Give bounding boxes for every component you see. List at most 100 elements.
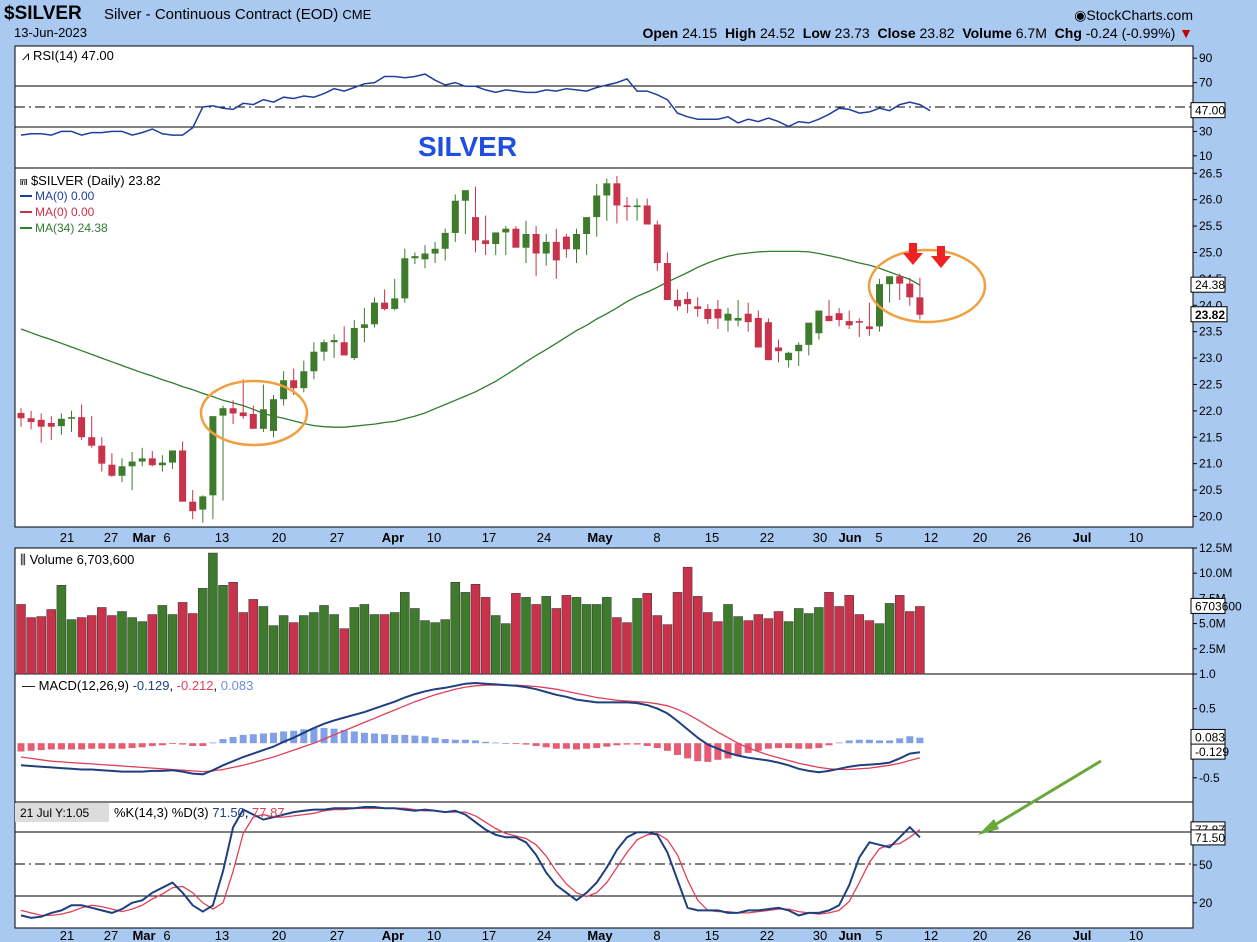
candle-body bbox=[724, 313, 732, 321]
candle bbox=[744, 302, 752, 332]
high-label: High bbox=[724, 25, 757, 41]
volume-bar bbox=[46, 609, 57, 675]
candle-body bbox=[17, 412, 25, 419]
macd-histogram-bar bbox=[855, 739, 863, 744]
x-tick-label: Jun bbox=[838, 530, 861, 545]
candle-body bbox=[88, 437, 96, 446]
candle bbox=[259, 384, 267, 432]
macd-histogram-bar bbox=[795, 743, 803, 749]
macd-histogram-bar bbox=[330, 728, 338, 744]
volume-bar bbox=[571, 597, 582, 675]
candle bbox=[573, 228, 580, 264]
volume-bar bbox=[864, 620, 875, 675]
macd-histogram-bar bbox=[451, 739, 459, 744]
macd-histogram-bar bbox=[270, 732, 277, 744]
candle bbox=[169, 450, 176, 469]
y-tick-label: 23.5 bbox=[1199, 325, 1223, 339]
macd-title: — MACD(12,26,9) -0.129, -0.212, 0.083 bbox=[22, 678, 253, 693]
candle bbox=[37, 413, 45, 443]
macd-histogram-bar bbox=[472, 740, 479, 744]
macd-histogram-bar bbox=[37, 743, 45, 751]
y-tick-label: 0.5 bbox=[1199, 702, 1216, 716]
macd-histogram-bar bbox=[199, 743, 207, 746]
candle-body bbox=[613, 183, 621, 206]
macd-histogram-bar bbox=[57, 743, 65, 750]
stoch-k-line bbox=[20, 806, 921, 919]
close-value: 23.82 bbox=[919, 25, 955, 41]
macd-histogram-bar bbox=[381, 734, 389, 744]
candle-body bbox=[381, 302, 389, 309]
macd-histogram-bar bbox=[310, 727, 318, 744]
legend-label: MA(0) 0.00 bbox=[35, 189, 95, 203]
candle-body bbox=[522, 233, 530, 248]
volume-bar bbox=[117, 611, 127, 675]
candle bbox=[27, 410, 35, 430]
candle-body bbox=[694, 306, 702, 309]
x-tick-label: 10 bbox=[427, 928, 441, 942]
candle bbox=[663, 252, 671, 300]
volume-bar bbox=[107, 615, 117, 675]
y-tick-label: 30 bbox=[1199, 124, 1213, 138]
candle bbox=[300, 360, 308, 393]
macd-histogram-bar bbox=[441, 739, 449, 744]
x-tick-label: 12 bbox=[924, 928, 938, 942]
candle bbox=[441, 228, 449, 261]
volume-bar bbox=[157, 605, 168, 675]
volume-bar bbox=[844, 595, 854, 675]
candle-body bbox=[482, 240, 490, 245]
candle bbox=[906, 277, 914, 306]
value-box-label: 6703600 bbox=[1195, 599, 1242, 613]
x-tick-label: 17 bbox=[482, 928, 496, 942]
macd-histogram-bar bbox=[340, 730, 348, 744]
candle-body bbox=[754, 317, 762, 348]
x-tick-label: 17 bbox=[482, 530, 496, 545]
volume-bar bbox=[894, 595, 905, 675]
value-box-label: 0.083 bbox=[1195, 730, 1225, 744]
candle bbox=[855, 318, 863, 337]
volume-bar bbox=[127, 617, 137, 675]
macd-histogram-bar bbox=[663, 743, 671, 751]
candle-body bbox=[623, 205, 631, 208]
candle-body bbox=[330, 340, 338, 343]
candle-body bbox=[906, 283, 914, 298]
volume-bar bbox=[299, 615, 309, 675]
candle-body bbox=[310, 351, 318, 372]
volume-bar bbox=[288, 622, 299, 675]
price-panel bbox=[14, 167, 1194, 528]
candle-body bbox=[764, 322, 772, 361]
macd-histogram-bar bbox=[704, 743, 712, 762]
candle bbox=[825, 299, 833, 322]
candle-body bbox=[502, 228, 510, 233]
candle bbox=[845, 310, 853, 330]
macd-histogram-bar bbox=[391, 734, 399, 744]
candle bbox=[320, 339, 328, 361]
y-tick-label: -0.5 bbox=[1199, 771, 1220, 785]
candle-body bbox=[855, 321, 863, 323]
candle-body bbox=[886, 276, 894, 285]
macd-histogram-bar bbox=[916, 737, 924, 744]
red-arrow-icon bbox=[903, 243, 923, 265]
candle-body bbox=[492, 232, 500, 245]
x-axis-labels: 21 27 Mar 6 13 20 27 Apr 10 17 24 May 8 15 22 30 Jun 5 12 2… bbox=[60, 530, 1143, 942]
volume-bar bbox=[400, 592, 410, 675]
candle bbox=[482, 215, 490, 256]
ma34-line bbox=[20, 250, 921, 428]
rsi-series bbox=[20, 73, 931, 136]
volume-bar bbox=[26, 617, 36, 675]
brand-icon: ◉ bbox=[1074, 7, 1087, 23]
candle-body bbox=[169, 450, 176, 463]
candle bbox=[492, 232, 500, 256]
candle bbox=[209, 416, 217, 520]
volume-bar bbox=[703, 612, 713, 675]
volume-bar bbox=[278, 615, 289, 675]
candle-body bbox=[391, 298, 399, 309]
volume-bar bbox=[763, 618, 774, 675]
candle bbox=[512, 226, 520, 248]
candle bbox=[391, 278, 399, 311]
macd-histogram-bar bbox=[552, 743, 560, 749]
volume-bar bbox=[793, 608, 804, 675]
volume-bar bbox=[440, 619, 450, 675]
volume-bar bbox=[147, 614, 158, 675]
candle bbox=[643, 198, 651, 225]
volume-bar bbox=[268, 625, 279, 675]
